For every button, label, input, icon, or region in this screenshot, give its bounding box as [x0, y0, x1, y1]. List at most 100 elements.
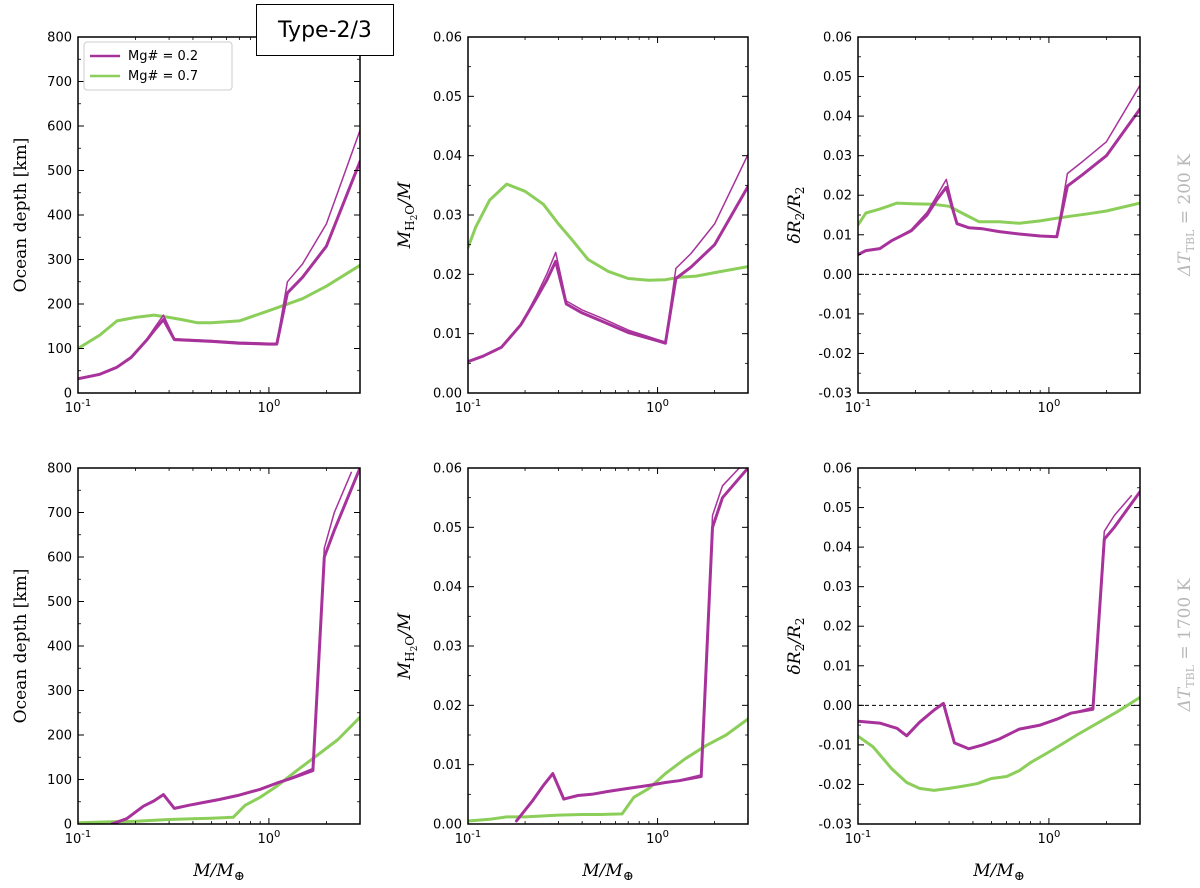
y-tick-label: 0.02	[433, 268, 462, 283]
y-axis-label: MH2O/M	[395, 612, 420, 680]
y-tick-label: 600	[47, 120, 72, 135]
series-line-purple-thick	[858, 107, 1140, 257]
series-line-purple-thin	[515, 468, 741, 822]
y-tick-label: 300	[47, 684, 72, 699]
series-line-green-thick	[468, 717, 748, 823]
legend-label: Mg# = 0.7	[128, 69, 198, 84]
y-tick-label: 800	[47, 31, 72, 46]
legend-box	[83, 41, 233, 91]
axes-frame	[77, 467, 361, 825]
panel-5: 0.00 0.01 0.02 0.03 0.04 0.05 0.06 10-1 100 MH2O/…	[395, 462, 749, 884]
y-tick-label: -0.02	[818, 778, 852, 793]
y-tick-label: 0	[64, 818, 72, 833]
y-tick-label: 700	[47, 75, 72, 90]
x-axis-label: M/M⊕	[192, 861, 244, 884]
y-tick-label: 0.04	[823, 541, 852, 556]
panel-3: -0.03 -0.02 -0.01 0.00 0.01 0.02 0.03 0.04 0.05 0…	[785, 31, 1141, 416]
y-tick-label: -0.01	[818, 307, 852, 322]
y-tick-label: 0.05	[823, 70, 852, 85]
x-tick-label: 10-1	[845, 829, 872, 847]
y-tick-label: 0.03	[823, 149, 852, 164]
y-tick-label: -0.03	[818, 818, 852, 833]
y-axis-label: Ocean depth [km]	[11, 138, 31, 293]
y-axis-label: MH2O/M	[395, 181, 420, 249]
axes-frame	[467, 36, 749, 394]
y-tick-label: 400	[47, 640, 72, 655]
series-group	[78, 129, 360, 381]
y-tick-label: 0.06	[433, 31, 462, 46]
panel-2: 0.00 0.01 0.02 0.03 0.04 0.05 0.06 10-1 100 MH2O/…	[395, 31, 749, 416]
y-tick-label: 500	[47, 164, 72, 179]
y-axis-label: δR2/R2	[785, 618, 807, 675]
series-group	[468, 468, 748, 823]
y-tick-label: 0.05	[823, 501, 852, 516]
series-line-purple-thin	[78, 129, 360, 380]
y-tick-label: 100	[47, 773, 72, 788]
y-tick-label: 0.00	[823, 268, 852, 283]
y-tick-label: 500	[47, 595, 72, 610]
x-tick-label: 10-1	[455, 398, 482, 416]
y-axis-label: δR2/R2	[785, 187, 807, 244]
x-tick-label: 100	[257, 829, 280, 847]
axes-frame	[857, 36, 1141, 394]
axes-frame	[857, 467, 1141, 825]
y-tick-label: 0.00	[823, 699, 852, 714]
x-tick-label: 10-1	[65, 398, 92, 416]
x-tick-label: 100	[1037, 829, 1060, 847]
y-tick-label: 0.02	[823, 620, 852, 635]
legend: Mg# = 0.2 Mg# = 0.7	[83, 41, 233, 91]
series-line-green-thick	[858, 695, 1140, 792]
panel-6: -0.03 -0.02 -0.01 0.00 0.01 0.02 0.03 0.04 0.05 0…	[785, 462, 1141, 884]
y-tick-label: -0.02	[818, 347, 852, 362]
series-line-purple-thin	[468, 153, 748, 363]
y-tick-label: 0.01	[823, 659, 852, 674]
y-tick-label: 0.04	[433, 580, 462, 595]
series-line-green-thick	[78, 715, 360, 824]
x-tick-label: 10-1	[845, 398, 872, 416]
y-tick-label: 700	[47, 506, 72, 521]
row-label: ΔTTBL = 1700 K	[1175, 578, 1197, 712]
y-tick-label: 0.03	[433, 640, 462, 655]
y-tick-label: 400	[47, 209, 72, 224]
y-tick-label: 0.01	[433, 758, 462, 773]
series-group	[858, 84, 1140, 257]
axes-frame	[77, 36, 361, 394]
y-tick-label: 0.06	[823, 31, 852, 46]
type-label: Type-2/3	[278, 17, 372, 43]
series-group	[858, 490, 1140, 792]
series-line-purple-thick	[110, 468, 360, 824]
y-tick-label: 0.00	[433, 818, 462, 833]
x-axis-label: M/M⊕	[581, 861, 633, 884]
series-line-purple-thin	[858, 494, 1133, 750]
x-tick-label: 100	[1037, 398, 1060, 416]
y-tick-label: 0.06	[823, 462, 852, 477]
series-line-green-thick	[468, 182, 748, 282]
y-tick-label: 300	[47, 253, 72, 268]
series-line-purple-thin	[858, 84, 1140, 256]
y-tick-label: 0.01	[433, 327, 462, 342]
y-tick-label: 0.02	[823, 189, 852, 204]
series-line-purple-thick	[858, 490, 1140, 751]
series-group	[78, 468, 360, 824]
panel-1: 0 100 200 300 400 500 600 700 800 10-1 100 Ocean de…	[11, 31, 361, 416]
y-tick-label: -0.01	[818, 738, 852, 753]
x-tick-label: 100	[646, 398, 669, 416]
y-tick-label: 0.05	[433, 521, 462, 536]
legend-label: Mg# = 0.2	[128, 49, 198, 64]
series-line-purple-thick	[514, 468, 748, 823]
y-tick-label: 0.04	[823, 110, 852, 125]
y-tick-label: 0	[64, 387, 72, 402]
y-tick-label: 0.03	[823, 580, 852, 595]
y-tick-label: 800	[47, 462, 72, 477]
y-tick-label: 0.05	[433, 90, 462, 105]
series-line-green-thick	[78, 263, 360, 350]
y-tick-label: 0.01	[823, 228, 852, 243]
y-tick-label: 200	[47, 729, 72, 744]
y-tick-label: 0.02	[433, 699, 462, 714]
panel-4: 0 100 200 300 400 500 600 700 800 10-1 100 Ocean de…	[11, 462, 361, 884]
series-group	[468, 153, 748, 364]
x-tick-label: 100	[646, 829, 669, 847]
y-tick-label: 0.00	[433, 387, 462, 402]
series-line-purple-thin	[110, 471, 353, 824]
